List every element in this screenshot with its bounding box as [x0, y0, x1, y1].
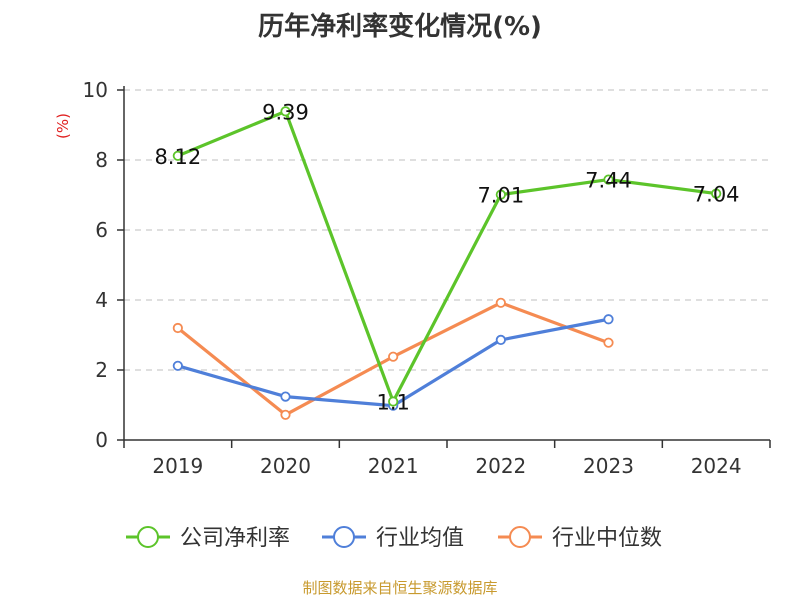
- data-point: [495, 297, 506, 308]
- x-tick-label: 2020: [260, 454, 311, 478]
- x-tick-label: 2022: [475, 454, 526, 478]
- data-point: [280, 106, 291, 117]
- data-label: 7.01: [477, 184, 524, 208]
- data-point: [711, 188, 722, 199]
- source-note: 制图数据来自恒生聚源数据库: [302, 579, 498, 597]
- data-label: 9.39: [262, 100, 309, 124]
- data-point: [603, 337, 614, 348]
- y-tick-label: 6: [95, 218, 108, 242]
- data-point: [172, 322, 183, 334]
- legend-marker: [509, 526, 531, 548]
- legend-label: 行业中位数: [552, 526, 662, 551]
- chart-title: 历年净利率变化情况(%): [258, 12, 542, 42]
- y-tick-label: 8: [95, 148, 108, 172]
- data-label: 7.04: [693, 183, 740, 207]
- x-tick-label: 2023: [583, 454, 634, 478]
- x-tick-label: 2021: [368, 454, 419, 478]
- data-point: [495, 334, 506, 345]
- data-point: [280, 391, 291, 402]
- data-point: [603, 174, 614, 185]
- x-tick-label: 2024: [691, 454, 742, 478]
- y-tick-label: 0: [95, 428, 108, 452]
- y-tick-label: 4: [95, 288, 108, 312]
- legend-marker: [137, 526, 159, 548]
- data-point: [388, 396, 399, 407]
- legend-label: 公司净利率: [180, 526, 290, 551]
- data-point: [172, 150, 183, 161]
- y-tick-label: 10: [83, 78, 108, 102]
- data-point: [388, 351, 399, 362]
- data-point: [172, 360, 183, 371]
- x-tick-label: 2019: [152, 454, 203, 478]
- data-label: 7.44: [585, 169, 632, 193]
- data-point: [603, 314, 614, 325]
- data-label: 1.1: [376, 391, 409, 415]
- data-point: [495, 189, 506, 200]
- data-label: 8.12: [154, 145, 201, 169]
- legend-label: 行业均值: [376, 526, 464, 551]
- y-axis-label: (%): [54, 113, 72, 139]
- legend-marker: [333, 526, 355, 548]
- y-tick-label: 2: [95, 358, 108, 382]
- data-point: [280, 409, 291, 420]
- series-line-0: [177, 109, 717, 404]
